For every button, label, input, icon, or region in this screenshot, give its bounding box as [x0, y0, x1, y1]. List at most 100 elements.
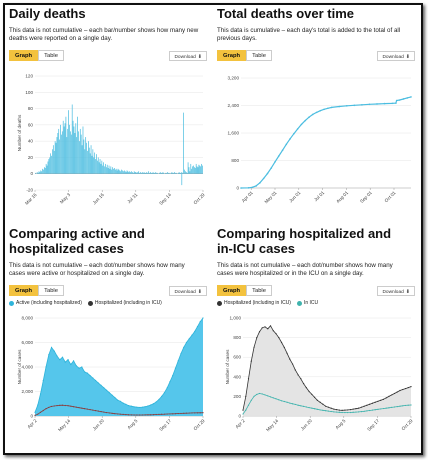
bar — [62, 120, 64, 174]
download-button[interactable]: Download ⬇ — [377, 286, 415, 296]
bar — [76, 137, 78, 174]
tab-table[interactable]: Table — [38, 285, 64, 296]
data-point — [67, 405, 69, 407]
bar — [61, 134, 62, 174]
bar — [183, 112, 184, 174]
data-point — [61, 404, 64, 406]
x-tick-label: Jun 16 — [92, 192, 106, 206]
data-point — [83, 408, 86, 410]
data-point — [152, 403, 155, 405]
x-tick-label: Oct 29 — [193, 192, 206, 205]
bar — [128, 172, 130, 174]
bar — [41, 171, 43, 174]
data-point — [199, 412, 201, 414]
data-point — [396, 391, 398, 393]
tab-table[interactable]: Table — [246, 50, 272, 61]
x-tick-label: Sep 14 — [158, 192, 172, 206]
data-point — [264, 394, 266, 396]
data-point — [395, 102, 397, 104]
data-point — [70, 363, 72, 366]
data-point — [280, 400, 283, 402]
bar — [86, 142, 87, 174]
data-point — [141, 406, 144, 408]
data-point — [314, 396, 316, 398]
bar — [141, 172, 142, 174]
data-point — [393, 406, 396, 408]
data-point — [308, 406, 310, 409]
bar — [162, 172, 164, 174]
data-point — [383, 102, 386, 105]
legend-item[interactable]: Active (including hospitalized) — [9, 300, 82, 306]
download-button[interactable]: Download ⬇ — [377, 51, 415, 61]
bar — [111, 169, 113, 174]
data-point — [382, 398, 385, 400]
bar — [113, 168, 114, 174]
data-point — [250, 360, 252, 362]
data-point — [158, 413, 160, 416]
data-point — [147, 414, 149, 416]
data-point — [275, 333, 277, 335]
tab-table[interactable]: Table — [246, 285, 272, 296]
data-point — [325, 410, 327, 412]
x-tick-label: Oct 29 — [193, 418, 206, 431]
legend-item[interactable]: Hospitalized (including in ICU) — [217, 300, 291, 306]
view-tabs: Graph Table — [9, 285, 64, 296]
x-tick-label: Sep 17 — [158, 418, 172, 432]
bar — [82, 126, 84, 174]
data-point — [281, 149, 284, 151]
y-tick-label: 20 — [28, 155, 34, 160]
download-icon: ⬇ — [405, 289, 410, 295]
data-point — [297, 404, 299, 406]
y-axis-label: Number of deaths — [17, 114, 22, 151]
data-point — [194, 330, 196, 333]
data-point — [61, 356, 64, 358]
bar — [59, 139, 60, 174]
bar — [133, 171, 135, 174]
data-point — [338, 409, 340, 411]
data-point — [240, 187, 242, 189]
bar — [126, 170, 128, 174]
data-point — [59, 404, 61, 406]
bar — [137, 172, 139, 174]
bar — [114, 169, 116, 174]
data-point — [380, 408, 382, 410]
data-point — [94, 410, 97, 412]
data-point — [45, 408, 47, 410]
bar — [50, 153, 51, 174]
tab-graph[interactable]: Graph — [9, 285, 39, 296]
download-button[interactable]: Download ⬇ — [169, 51, 207, 61]
data-point — [174, 413, 177, 415]
data-point — [369, 403, 371, 405]
download-button[interactable]: Download ⬇ — [169, 286, 207, 296]
tab-graph[interactable]: Graph — [9, 50, 39, 61]
panel-description: This data is cumulative – each day's tot… — [217, 27, 401, 42]
data-point — [150, 414, 152, 416]
y-tick-label: 1,000 — [230, 316, 242, 321]
bar — [92, 149, 94, 174]
data-point — [291, 403, 294, 405]
bar — [118, 169, 120, 174]
bar — [129, 171, 131, 174]
bar — [94, 152, 96, 174]
bar — [77, 116, 78, 174]
series-area — [35, 318, 203, 416]
data-point — [75, 406, 77, 408]
bar — [148, 171, 149, 174]
tab-graph[interactable]: Graph — [217, 50, 247, 61]
bar — [156, 172, 158, 174]
data-point — [304, 119, 307, 122]
bar — [170, 172, 172, 174]
bar — [145, 172, 147, 174]
data-point — [256, 337, 258, 339]
bar — [100, 163, 102, 174]
tab-table[interactable]: Table — [38, 50, 64, 61]
data-point — [83, 371, 86, 373]
data-point — [122, 413, 124, 416]
y-tick-label: -20 — [26, 188, 33, 193]
legend-item[interactable]: Hospitalized (including in ICU) — [87, 300, 162, 306]
y-tick-label: 0 — [236, 186, 239, 191]
legend-item[interactable]: In ICU — [296, 300, 318, 306]
data-point — [161, 413, 163, 415]
tab-graph[interactable]: Graph — [217, 285, 247, 296]
data-point — [272, 330, 274, 332]
